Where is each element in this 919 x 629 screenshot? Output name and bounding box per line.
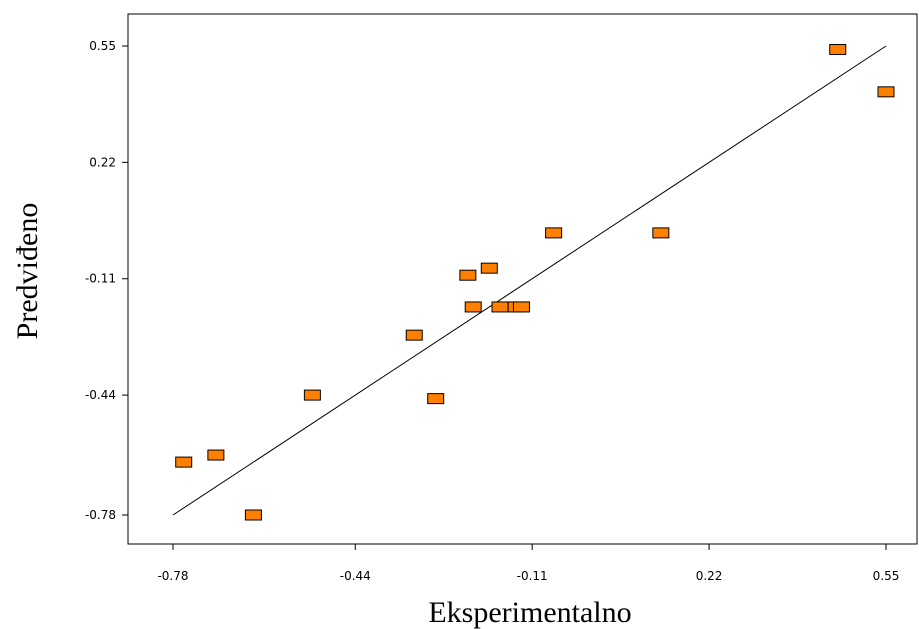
y-tick-label: 0.22 [89, 155, 116, 169]
y-axis-ticks: 0.55 0.22 -0.11 -0.44 -0.78 [85, 39, 128, 522]
x-tick-label: -0.44 [340, 569, 371, 583]
y-tick-label: -0.11 [85, 272, 116, 286]
data-point [480, 262, 498, 274]
data-point [512, 301, 530, 313]
x-tick-label: -0.11 [517, 569, 548, 583]
data-point [207, 449, 225, 461]
x-axis-title: Eksperimentalno [428, 596, 631, 629]
data-point [405, 329, 423, 341]
y-tick-label: -0.78 [85, 508, 116, 522]
x-tick-label: -0.78 [157, 569, 188, 583]
data-point [877, 86, 895, 98]
y-tick-label: 0.55 [89, 39, 116, 53]
data-point [244, 509, 262, 521]
data-point [464, 301, 482, 313]
x-tick-label: 0.55 [873, 569, 900, 583]
data-point [491, 301, 509, 313]
data-point [829, 44, 847, 56]
x-tick-label: 0.22 [696, 569, 723, 583]
data-point [459, 269, 477, 281]
fit-line [172, 45, 887, 516]
data-point [652, 227, 670, 239]
data-points [175, 44, 895, 521]
data-point [175, 456, 193, 468]
y-tick-label: -0.44 [85, 388, 116, 402]
plot-area-frame [127, 13, 918, 545]
data-point [303, 389, 321, 401]
data-point [545, 227, 563, 239]
x-axis-ticks: -0.78 -0.44 -0.11 0.22 0.55 [157, 544, 899, 583]
y-axis-title: Predviđeno [11, 203, 44, 340]
data-point [427, 393, 445, 405]
